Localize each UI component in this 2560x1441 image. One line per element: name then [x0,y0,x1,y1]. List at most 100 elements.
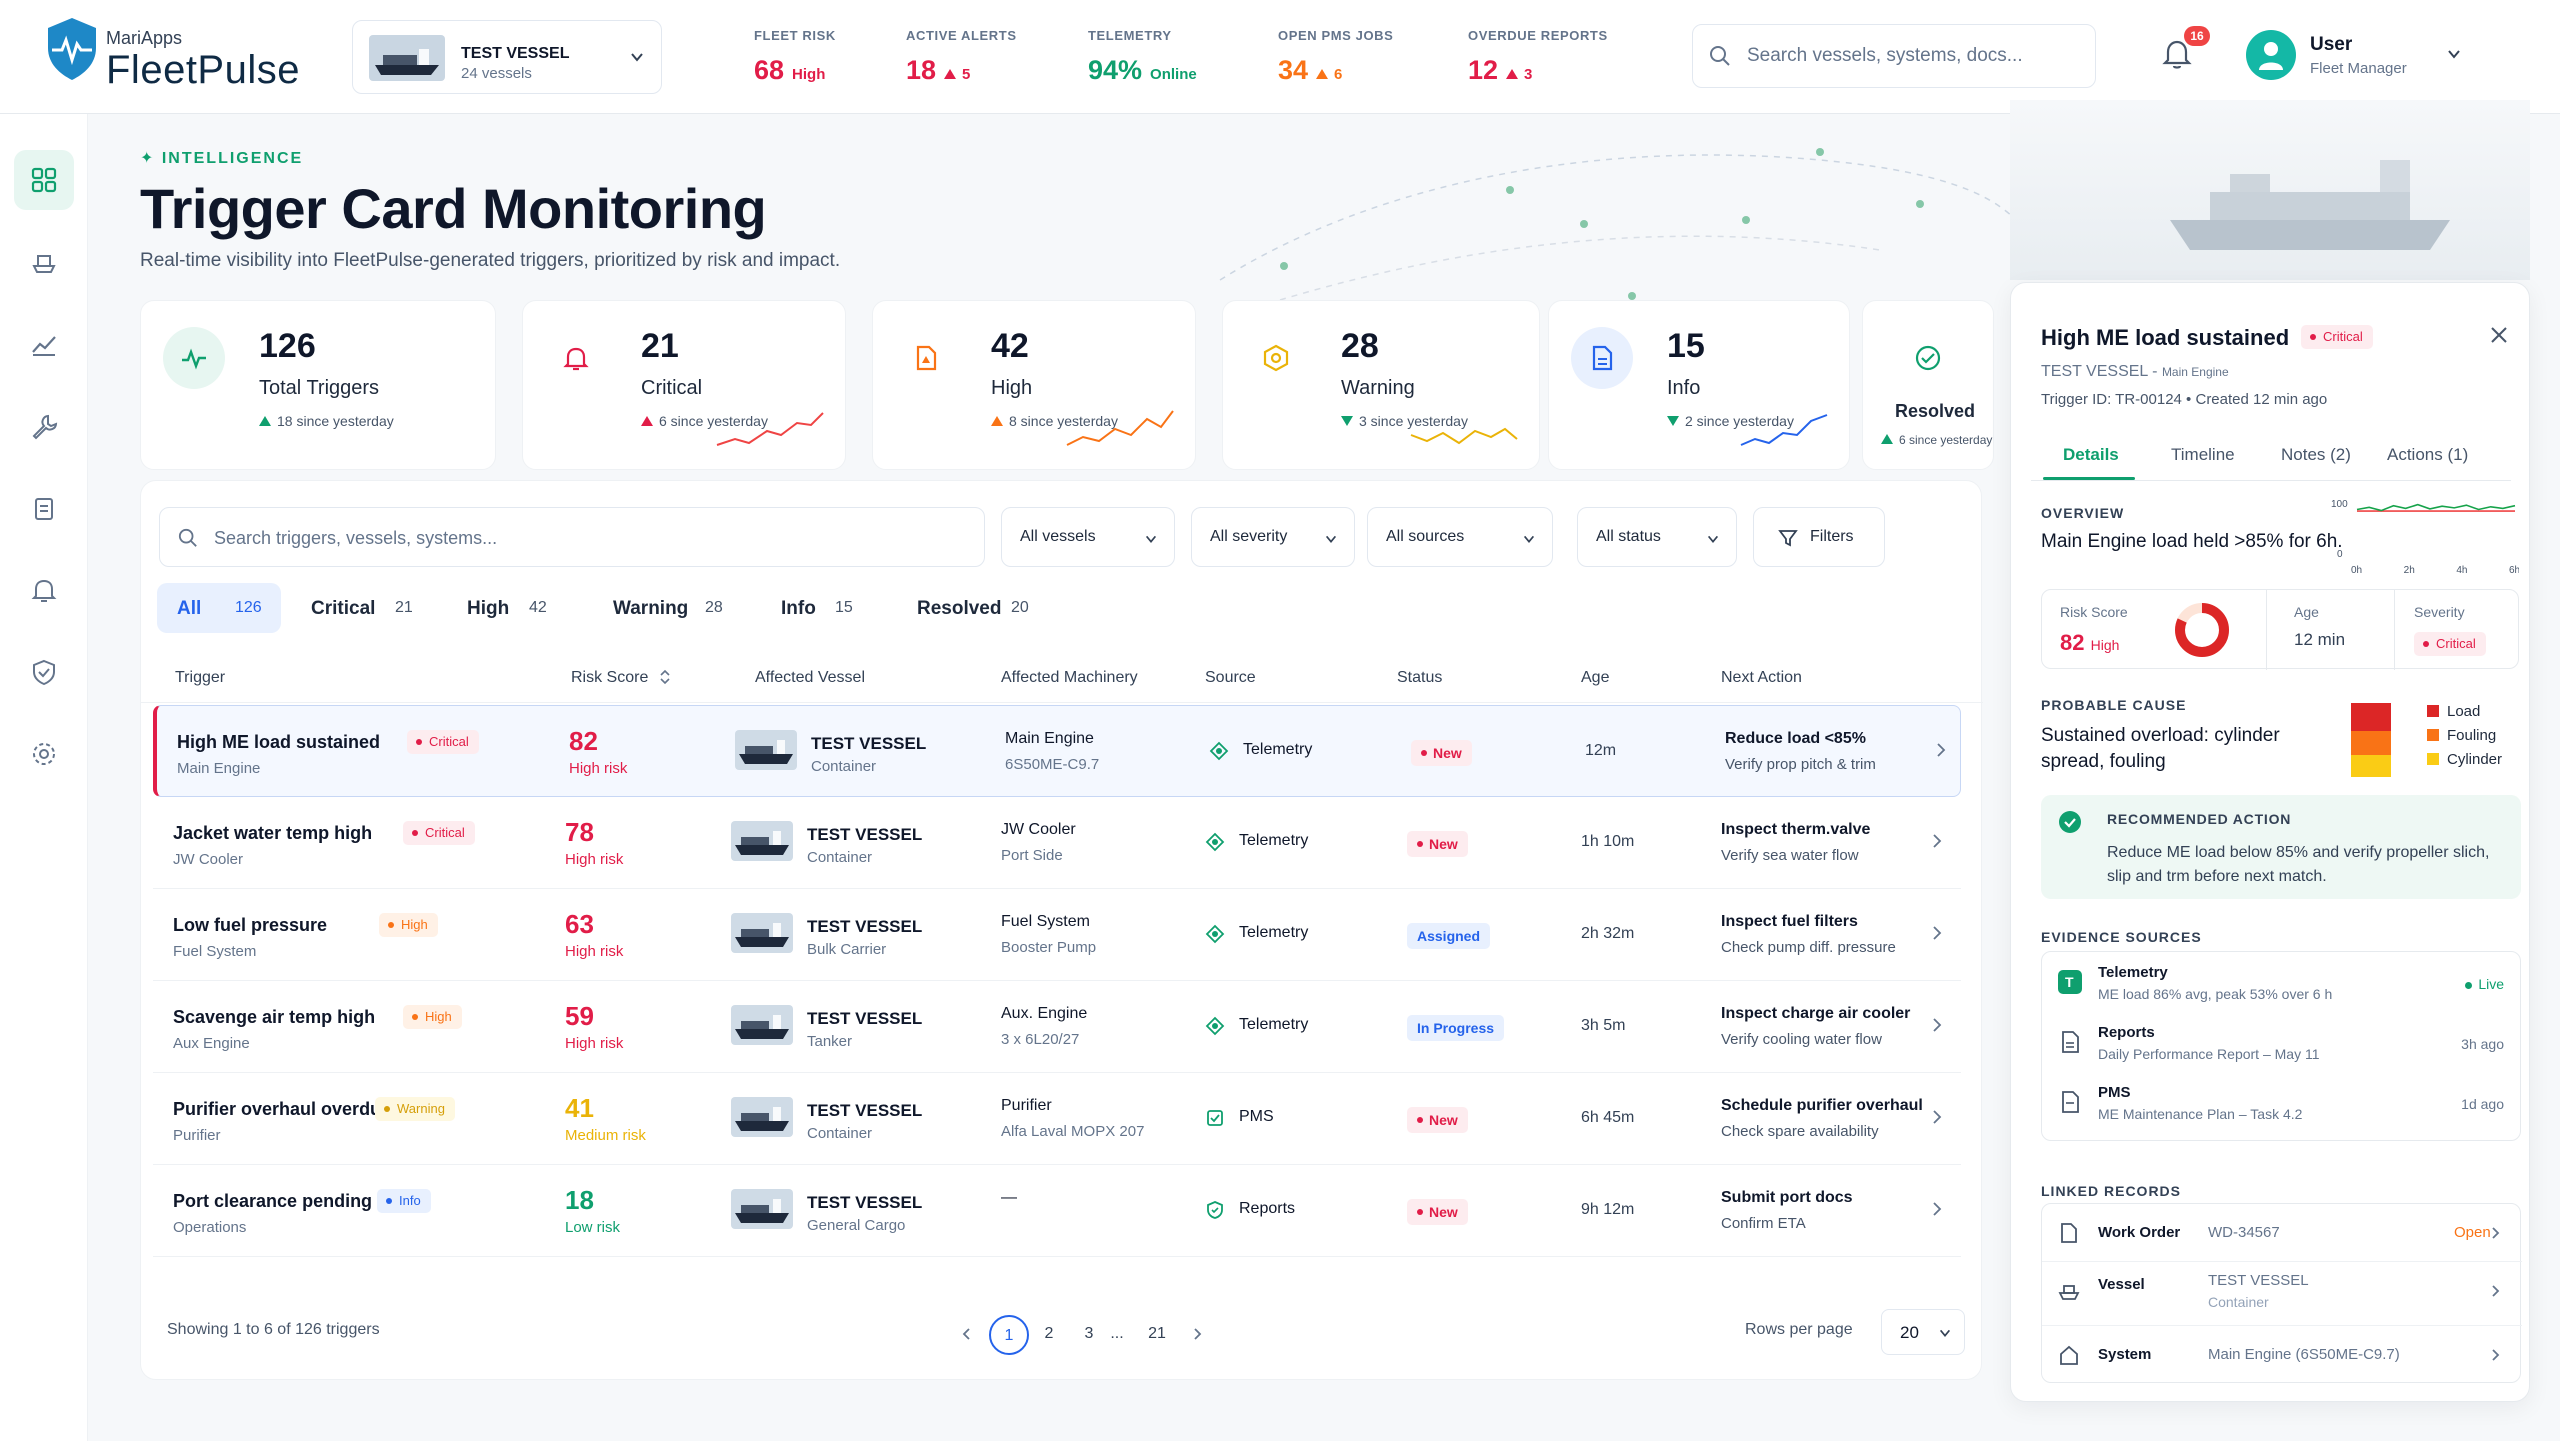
table-row[interactable]: Jacket water temp high JW Cooler Critica… [153,797,1961,889]
chevron-right-icon[interactable] [1931,833,1943,854]
page-21[interactable]: 21 [1148,1325,1166,1342]
detail-vessel: TEST VESSEL - Main Engine [2041,363,2229,380]
stat-delta: 3 since yesterday [1341,413,1468,429]
check-circle-icon [1897,327,1959,389]
stat-critical[interactable]: 21 Critical 6 since yesterday [522,300,846,470]
nav-maintenance[interactable] [14,396,74,456]
linked-records-label: LINKED RECORDS [2041,1183,2182,1199]
route-decoration [1219,148,2040,300]
chevron-right-icon[interactable] [1931,1201,1943,1222]
filter-funnel-icon [1778,528,1798,548]
detail-tab-actions[interactable]: Actions (1) [2387,445,2469,464]
chevron-right-icon[interactable] [1931,1109,1943,1130]
table-row[interactable]: Scavenge air temp high Aux Engine High 5… [153,981,1961,1073]
kpi-open-pms-jobs[interactable]: OPEN PMS JOBS 34 6 [1278,28,1393,86]
user-menu[interactable]: User Fleet Manager [2246,28,2476,84]
evidence-reports[interactable]: Reports Daily Performance Report – May 1… [2042,1016,2522,1076]
rows-per-page-select[interactable]: 20 [1881,1309,1965,1355]
filters-button[interactable]: Filters [1753,507,1885,567]
stat-info[interactable]: 15 Info 2 since yesterday [1548,300,1850,470]
tab-critical[interactable]: Critical 21 [311,598,413,619]
vessel-count: 24 vessels [461,65,532,82]
tab-warning[interactable]: Warning 28 [613,598,723,619]
stat-label: Critical [641,377,703,399]
tab-resolved[interactable]: Resolved 20 [917,598,1029,619]
kpi-telemetry[interactable]: TELEMETRY 94% Online [1088,28,1197,86]
table-row[interactable]: Port clearance pending Operations Info 1… [153,1165,1961,1257]
nav-compliance[interactable] [14,642,74,702]
trigger-system: Main Engine [177,760,261,777]
col-next-action[interactable]: Next Action [1721,669,1802,686]
table-row[interactable]: Low fuel pressure Fuel System High 63 Hi… [153,889,1961,981]
status-badge: New [1407,1107,1468,1133]
col-age[interactable]: Age [1581,669,1610,686]
page-2[interactable]: 2 [1044,1325,1054,1342]
chevron-right-icon[interactable] [1931,925,1943,946]
stat-value: 126 [259,327,316,365]
filter-status-dropdown[interactable]: All status [1577,507,1737,567]
col-affected-machinery[interactable]: Affected Machinery [1001,669,1138,686]
linked-vessel[interactable]: Vessel TEST VESSEL Container [2042,1262,2522,1326]
notification-bell-icon[interactable] [2162,38,2192,70]
filter-severity-dropdown[interactable]: All severity [1191,507,1355,567]
filter-vessels-dropdown[interactable]: All vessels [1001,507,1175,567]
linked-system[interactable]: System Main Engine (6S50ME-C9.7) [2042,1326,2522,1384]
brand-logo[interactable]: MariApps FleetPulse [44,14,304,94]
risk-level: High risk [565,1035,624,1052]
notification-count-badge: 16 [2184,26,2210,46]
kpi-value: 18 [906,55,937,85]
col-affected-vessel[interactable]: Affected Vessel [755,669,865,686]
table-row[interactable]: Purifier overhaul overdue Purifier Warni… [153,1073,1961,1165]
col-risk-score[interactable]: Risk Score [571,669,671,687]
nav-reports[interactable] [14,478,74,538]
stat-high[interactable]: 42 High 8 since yesterday [872,300,1196,470]
nav-alerts[interactable] [14,560,74,620]
next-page-chevron-right-icon[interactable] [1177,1315,1217,1355]
severity-badge: Critical [403,821,475,845]
tab-high[interactable]: High 42 [467,598,547,619]
kpi-overdue-reports[interactable]: OVERDUE REPORTS 12 3 [1468,28,1608,86]
kpi-active-alerts[interactable]: ACTIVE ALERTS 18 5 [906,28,1017,86]
nav-dashboard[interactable] [14,150,74,210]
ship-icon [2058,1280,2080,1307]
table-row[interactable]: High ME load sustained Main Engine Criti… [153,705,1961,797]
kpi-fleet-risk[interactable]: FLEET RISK 68 High [754,28,836,86]
detail-tab-details[interactable]: Details [2063,445,2119,464]
stat-total-triggers[interactable]: 126 Total Triggers 18 since yesterday [140,300,496,470]
stat-warning[interactable]: 28 Warning 3 since yesterday [1222,300,1540,470]
filter-sources-dropdown[interactable]: All sources [1367,507,1553,567]
source-name: Reports [1239,1200,1296,1217]
page-1[interactable]: 1 [989,1315,1029,1355]
global-search-input[interactable] [1747,43,2077,69]
linked-work-order[interactable]: Work Order WD-34567 Open [2042,1204,2522,1262]
evidence-telemetry[interactable]: T Telemetry ME load 86% avg, peak 53% ov… [2042,956,2522,1016]
ship-hero-image [2010,100,2530,280]
evidence-pms[interactable]: PMS ME Maintenance Plan – Task 4.2 1d ag… [2042,1076,2522,1136]
detail-tab-timeline[interactable]: Timeline [2171,445,2235,464]
nav-analytics[interactable] [14,314,74,374]
linked-records: Work Order WD-34567 Open Vessel TEST VES… [2041,1203,2522,1384]
chevron-right-icon[interactable] [1931,1017,1943,1038]
page-3[interactable]: 3 [1084,1325,1094,1342]
close-icon[interactable] [2489,325,2509,345]
trigger-search[interactable] [159,507,985,567]
stat-resolved[interactable]: Resolved 6 since yesterday [1862,300,1994,470]
chevron-right-icon[interactable] [1935,742,1947,763]
global-search[interactable] [1692,24,2096,88]
nav-settings[interactable] [14,724,74,784]
kpi-label: FLEET RISK [754,28,836,43]
nav-vessels[interactable] [14,232,74,292]
trigger-search-input[interactable] [214,525,954,551]
col-status[interactable]: Status [1397,669,1443,686]
col-trigger[interactable]: Trigger [175,669,226,686]
detail-tab-notes[interactable]: Notes (2) [2281,445,2351,464]
tab-info[interactable]: Info 15 [781,598,853,619]
severity-badge: Warning [375,1097,455,1121]
col-source[interactable]: Source [1205,669,1256,686]
page-subtitle: Real-time visibility into FleetPulse-gen… [140,250,841,271]
risk-level: High risk [565,851,624,868]
prev-page-chevron-left-icon[interactable] [947,1315,987,1355]
vessel-selector[interactable]: TEST VESSEL 24 vessels [352,20,662,94]
tab-all[interactable]: All 126 [157,583,281,633]
vessel-name: TEST VESSEL [461,45,570,62]
